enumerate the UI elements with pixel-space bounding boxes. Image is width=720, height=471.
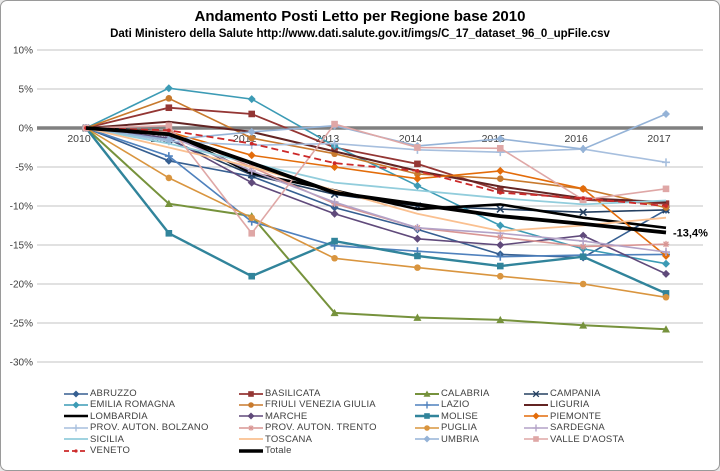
- legend-key-line: [64, 449, 88, 453]
- svg-text:2010: 2010: [67, 133, 91, 145]
- svg-text:-30%: -30%: [10, 358, 33, 369]
- legend-label: CALABRIA: [441, 387, 490, 399]
- legend-item-sardegna: SARDEGNA: [523, 422, 719, 434]
- legend-item-campania: CAMPANIA: [523, 387, 719, 399]
- chart-legend: ABRUZZO BASILICATA CALABRIA CAMPANIA EMILIA …: [63, 387, 719, 456]
- legend-key-line: [524, 404, 548, 407]
- legend-label: EMILIA ROMAGNA: [90, 399, 176, 411]
- svg-text:2017: 2017: [647, 133, 671, 145]
- legend-label: ABRUZZO: [90, 387, 137, 399]
- svg-text:-10%: -10%: [10, 202, 33, 213]
- legend-item-emilia-romagna: EMILIA ROMAGNA: [63, 399, 238, 410]
- legend-item-marche: MARCHE: [238, 411, 414, 422]
- legend-item-totale: Totale: [238, 445, 414, 456]
- legend-key-line: [239, 402, 263, 408]
- svg-text:-5%: -5%: [15, 163, 33, 174]
- line-chart-plot: 10%5%0%-5%-10%-15%-20%-25%-30%2010 2011 20…: [10, 46, 708, 369]
- chart-title: Andamento Posti Letto per Regione base 2…: [194, 8, 526, 25]
- legend-key-line: [415, 413, 439, 420]
- legend-key-line: [64, 401, 88, 409]
- legend-item-veneto: VENETO: [63, 445, 238, 456]
- legend-key-line: [524, 424, 548, 432]
- legend-item-toscana: TOSCANA: [238, 434, 414, 445]
- legend-item-abruzzo: ABRUZZO: [63, 388, 238, 399]
- legend-label: PROV. AUTON. TRENTO: [265, 422, 377, 434]
- legend-label: PIEMONTE: [550, 410, 602, 422]
- legend-label: SICILIA: [90, 433, 125, 445]
- legend-key-line: [524, 390, 548, 397]
- legend-key-line: [239, 390, 263, 397]
- chart-subtitle: Dati Ministero della Salute http://www.d…: [110, 28, 610, 40]
- legend-item-valle-d-aosta: VALLE D'AOSTA: [523, 433, 719, 445]
- legend-label: VALLE D'AOSTA: [550, 433, 625, 445]
- legend-label: Totale: [265, 444, 292, 456]
- legend-item-basilicata: BASILICATA: [238, 388, 414, 399]
- legend-key-line: [415, 435, 439, 443]
- svg-text:-25%: -25%: [10, 319, 33, 330]
- legend-key-line: [239, 412, 263, 420]
- legend-key-line: [64, 438, 88, 441]
- legend-key-line: [239, 448, 263, 453]
- legend-item-molise: MOLISE: [414, 411, 523, 422]
- legend-label: LOMBARDIA: [90, 410, 148, 422]
- svg-text:2016: 2016: [564, 133, 588, 145]
- legend-key-line: [415, 390, 439, 397]
- svg-text:5%: 5%: [19, 85, 34, 96]
- legend-key-line: [415, 401, 439, 409]
- legend-key-line: [524, 412, 548, 420]
- legend-label: FRIULI VENEZIA GIULIA: [265, 399, 376, 411]
- legend-label: UMBRIA: [441, 433, 480, 445]
- legend-item-prov-auton-trento: PROV. AUTON. TRENTO: [238, 422, 414, 433]
- legend-label: LAZIO: [441, 399, 470, 411]
- legend-item-liguria: LIGURIA: [523, 399, 719, 411]
- legend-item-prov-auton-bolzano: PROV. AUTON. BOLZANO: [63, 422, 238, 433]
- legend-label: SARDEGNA: [550, 422, 605, 434]
- legend-label: LIGURIA: [550, 399, 590, 411]
- legend-item-piemonte: PIEMONTE: [523, 410, 719, 422]
- legend-label: TOSCANA: [265, 433, 313, 445]
- legend-key-line: [239, 425, 263, 431]
- svg-text:-15%: -15%: [10, 241, 33, 252]
- legend-key-line: [415, 425, 439, 431]
- annotation-totale: -13,4%: [673, 228, 708, 240]
- legend-key-line: [239, 438, 263, 441]
- legend-item-friuli-venezia-giulia: FRIULI VENEZIA GIULIA: [238, 399, 414, 410]
- legend-label: CAMPANIA: [550, 387, 601, 399]
- svg-text:-20%: -20%: [10, 280, 33, 291]
- svg-text:10%: 10%: [13, 46, 33, 57]
- legend-key-line: [524, 436, 548, 443]
- legend-label: PUGLIA: [441, 422, 478, 434]
- legend-item-sicilia: SICILIA: [63, 434, 238, 445]
- legend-item-lombardia: LOMBARDIA: [63, 411, 238, 422]
- legend-label: MOLISE: [441, 410, 479, 422]
- legend-item-lazio: LAZIO: [414, 399, 523, 410]
- legend-item-calabria: CALABRIA: [414, 388, 523, 399]
- legend-item-puglia: PUGLIA: [414, 422, 523, 433]
- legend-label: BASILICATA: [265, 387, 321, 399]
- legend-key-line: [64, 390, 88, 398]
- legend-key-line: [64, 415, 88, 418]
- legend-item-umbria: UMBRIA: [414, 434, 523, 445]
- svg-text:0%: 0%: [19, 124, 34, 135]
- legend-label: VENETO: [90, 444, 131, 456]
- legend-label: PROV. AUTON. BOLZANO: [90, 422, 209, 434]
- legend-label: MARCHE: [265, 410, 308, 422]
- legend-key-line: [64, 424, 88, 432]
